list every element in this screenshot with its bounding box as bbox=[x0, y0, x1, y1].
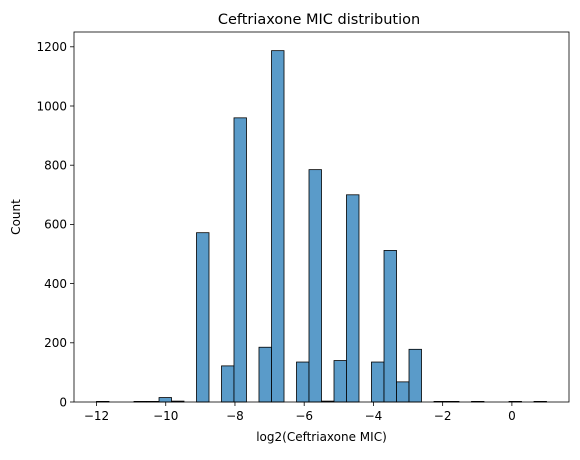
histogram-bar bbox=[233, 117, 247, 403]
histogram-bar bbox=[196, 232, 210, 403]
y-tick-label: 800 bbox=[44, 159, 67, 173]
x-tick-label: −10 bbox=[153, 409, 178, 423]
plot-frame bbox=[73, 31, 570, 403]
x-tick-label: −12 bbox=[84, 409, 109, 423]
histogram-bar bbox=[333, 360, 347, 403]
x-tick-label: −8 bbox=[226, 409, 244, 423]
histogram-bar bbox=[158, 397, 172, 403]
histogram-bar bbox=[296, 361, 310, 403]
y-tick-label: 400 bbox=[44, 277, 67, 291]
histogram-bar bbox=[346, 194, 360, 403]
y-tick-label: 1200 bbox=[36, 40, 67, 54]
chart-title: Ceftriaxone MIC distribution bbox=[218, 12, 420, 28]
histogram-bar bbox=[308, 169, 322, 403]
histogram-bar bbox=[371, 361, 385, 403]
y-axis-label: Count bbox=[9, 199, 23, 235]
histogram-bar bbox=[271, 50, 285, 403]
x-axis-label: log2(Ceftriaxone MIC) bbox=[256, 430, 387, 444]
histogram-bar bbox=[408, 348, 422, 403]
y-tick-label: 1000 bbox=[36, 99, 67, 113]
histogram-bar bbox=[258, 346, 272, 403]
x-tick-label: 0 bbox=[508, 409, 516, 423]
bars-group bbox=[96, 50, 547, 403]
x-tick-label: −2 bbox=[434, 409, 452, 423]
histogram-bar bbox=[221, 365, 235, 403]
y-tick-label: 0 bbox=[59, 395, 67, 409]
y-tick-label: 600 bbox=[44, 218, 67, 232]
y-tick-label: 200 bbox=[44, 336, 67, 350]
histogram-bar bbox=[383, 250, 397, 403]
y-axis-ticks: 0 200 400 600 800 1000 1200 bbox=[36, 40, 74, 409]
x-tick-label: −4 bbox=[365, 409, 383, 423]
x-axis-ticks: −12 −10 −8 −6 −4 −2 0 bbox=[84, 402, 516, 423]
x-tick-label: −6 bbox=[295, 409, 313, 423]
histogram-bar bbox=[396, 381, 410, 403]
